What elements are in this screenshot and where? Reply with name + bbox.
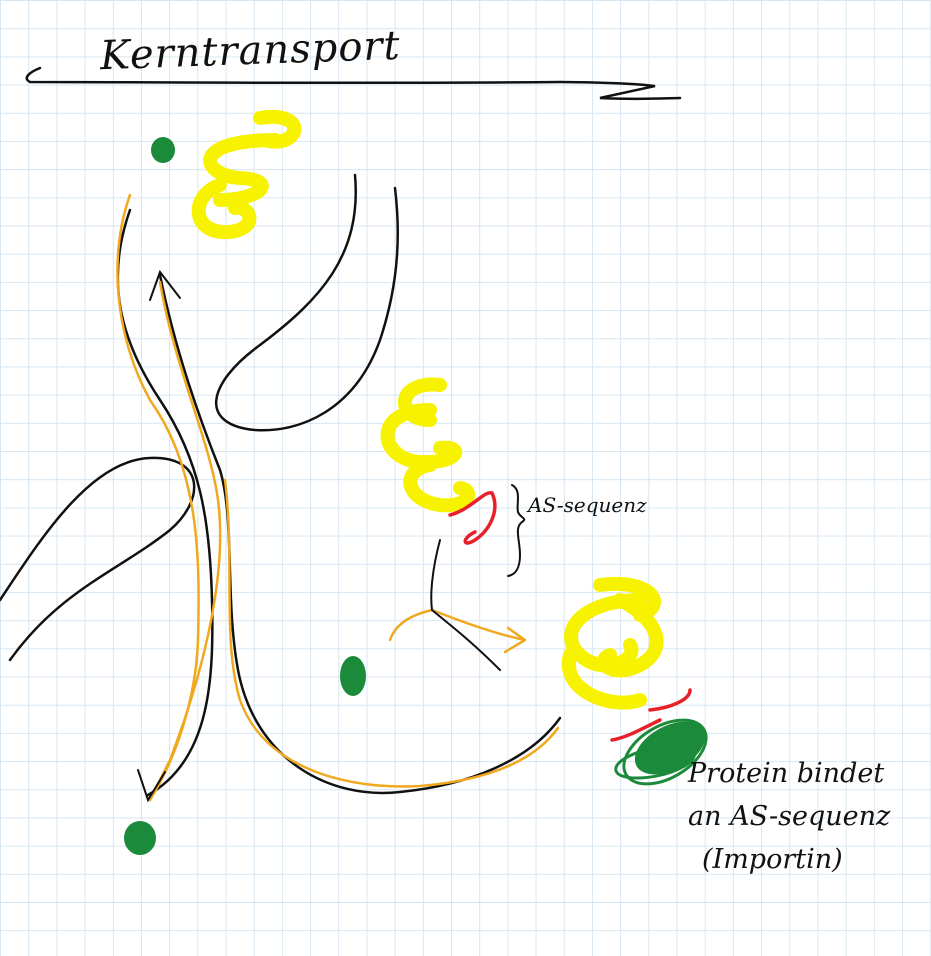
protein-top-icon <box>191 109 302 240</box>
transport-path-import <box>223 478 560 788</box>
title-underline <box>25 66 682 101</box>
arrow-up-icon <box>149 269 181 301</box>
transport-path-export <box>148 280 222 802</box>
green-dot-top <box>151 137 175 163</box>
branch-stem <box>430 539 501 671</box>
signal-sequence-bottom <box>610 688 692 742</box>
transport-path-left <box>116 193 200 802</box>
branch-path <box>388 608 527 654</box>
green-dot-middle <box>340 656 366 696</box>
protein-middle-icon <box>380 377 475 513</box>
sequence-label: AS-sequenz <box>528 493 647 517</box>
importin-annotation: Protein bindet an AS-sequenz (Importin) <box>688 752 890 881</box>
protein-bottom-icon <box>561 576 664 710</box>
arrow-down-icon <box>137 769 166 803</box>
green-dot-bottom <box>124 821 156 855</box>
nuclear-envelope-lower <box>0 456 196 662</box>
annotation-line-2: an AS-sequenz <box>688 801 891 832</box>
sequence-bracket <box>507 484 526 577</box>
signal-sequence-middle <box>448 491 497 545</box>
nuclear-envelope-upper <box>214 173 400 432</box>
annotation-line-1: Protein bindet <box>688 758 885 789</box>
importin-icon <box>614 718 708 786</box>
annotation-line-3: (Importin) <box>702 844 843 875</box>
